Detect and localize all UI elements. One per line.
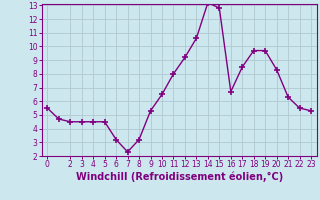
X-axis label: Windchill (Refroidissement éolien,°C): Windchill (Refroidissement éolien,°C) (76, 172, 283, 182)
